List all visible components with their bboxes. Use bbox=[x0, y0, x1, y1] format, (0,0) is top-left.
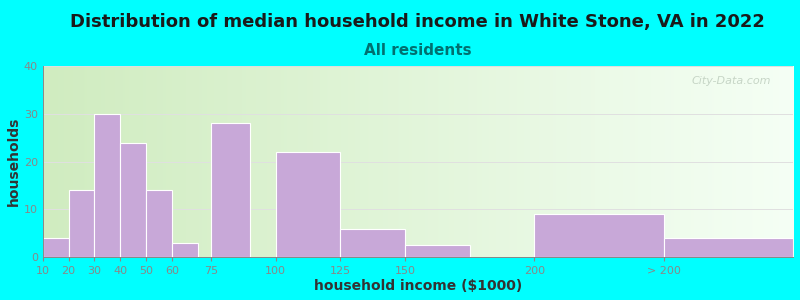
Bar bbox=[42, 238, 69, 257]
Title: Distribution of median household income in White Stone, VA in 2022: Distribution of median household income … bbox=[70, 13, 766, 31]
Bar bbox=[120, 142, 146, 257]
Bar bbox=[146, 190, 172, 257]
Bar bbox=[275, 152, 340, 257]
Bar bbox=[211, 123, 250, 257]
X-axis label: household income ($1000): household income ($1000) bbox=[314, 279, 522, 293]
Bar bbox=[405, 245, 470, 257]
Text: All residents: All residents bbox=[364, 44, 472, 58]
Bar bbox=[664, 238, 793, 257]
Bar bbox=[534, 214, 664, 257]
Bar bbox=[340, 229, 405, 257]
Bar bbox=[69, 190, 94, 257]
Y-axis label: households: households bbox=[7, 117, 21, 206]
Bar bbox=[172, 243, 198, 257]
Bar bbox=[94, 114, 120, 257]
Text: City-Data.com: City-Data.com bbox=[691, 76, 770, 85]
